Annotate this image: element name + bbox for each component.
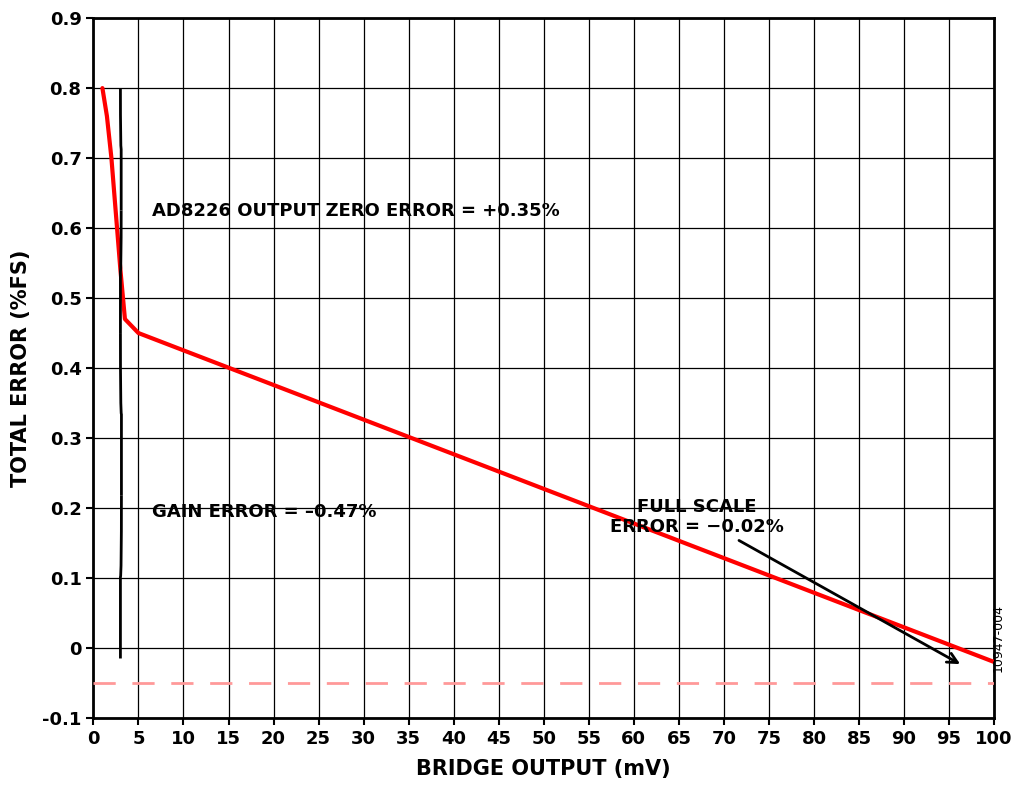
Text: GAIN ERROR = –0.47%: GAIN ERROR = –0.47% bbox=[152, 502, 377, 521]
Text: AD8226 OUTPUT ZERO ERROR = +0.35%: AD8226 OUTPUT ZERO ERROR = +0.35% bbox=[152, 201, 560, 220]
Y-axis label: TOTAL ERROR (%FS): TOTAL ERROR (%FS) bbox=[11, 250, 31, 487]
Text: FULL SCALE
ERROR = −0.02%: FULL SCALE ERROR = −0.02% bbox=[610, 498, 957, 663]
Text: 10947-004: 10947-004 bbox=[992, 604, 1005, 672]
X-axis label: BRIDGE OUTPUT (mV): BRIDGE OUTPUT (mV) bbox=[417, 759, 671, 779]
